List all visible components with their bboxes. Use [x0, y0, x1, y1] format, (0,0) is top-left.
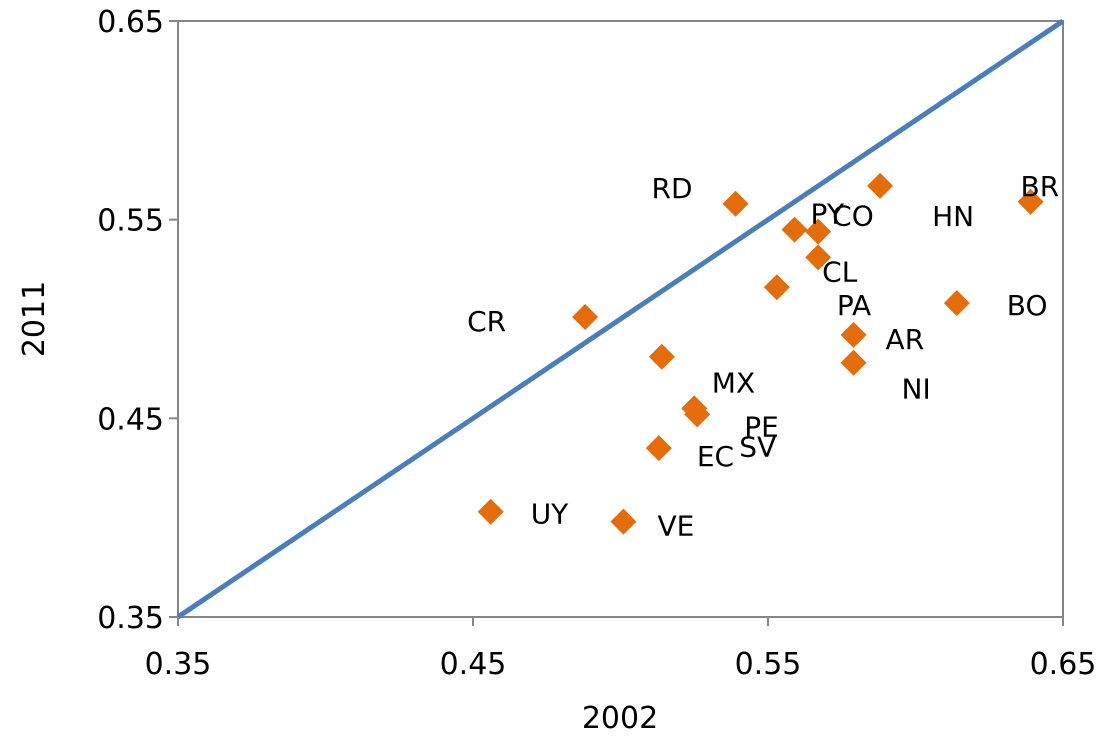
point-label-pa: PA	[837, 289, 871, 322]
x-tick-label-0: 0.35	[145, 647, 212, 682]
point-label-br: BR	[1021, 170, 1060, 203]
data-point-rd	[722, 190, 749, 217]
data-point-bo	[943, 290, 970, 317]
point-label-sv: SV	[739, 430, 776, 463]
data-point-hn	[867, 172, 894, 199]
point-label-ar: AR	[886, 323, 925, 356]
data-point-py	[781, 216, 808, 243]
x-tick-label-1: 0.45	[440, 647, 507, 682]
point-label-mx: MX	[712, 367, 755, 400]
point-label-hn: HN	[932, 200, 974, 233]
x-tick-label-2: 0.55	[735, 647, 802, 682]
x-tick-label-3: 0.65	[1030, 647, 1097, 682]
data-point-ar	[840, 321, 867, 348]
point-label-ni: NI	[902, 373, 931, 406]
x-axis-title: 2002	[582, 701, 658, 736]
point-label-bo: BO	[1007, 289, 1048, 322]
y-tick-label-2: 0.55	[97, 204, 164, 239]
point-label-ve: VE	[657, 510, 694, 543]
point-layer	[477, 172, 1044, 535]
y-tick-label-0: 0.35	[97, 601, 164, 636]
data-point-cr	[572, 304, 599, 331]
tick-layer: 0.35 0.45 0.55 0.65 0.35 0.45 0.55 0.65	[97, 5, 1096, 682]
point-label-uy: UY	[531, 498, 569, 531]
data-point-pa	[763, 274, 790, 301]
data-point-ec	[645, 435, 672, 462]
diagonal-reference-line	[176, 18, 1065, 620]
data-point-ve	[610, 508, 637, 535]
point-label-py: PY	[811, 198, 845, 231]
data-point-mx	[648, 343, 675, 370]
data-point-co	[805, 218, 832, 245]
point-label-rd: RD	[652, 172, 693, 205]
y-tick-label-3: 0.65	[97, 5, 164, 40]
point-label-pe: PE	[744, 410, 779, 443]
data-point-br	[1017, 188, 1044, 215]
data-point-uy	[477, 498, 504, 525]
point-label-cl: CL	[822, 255, 858, 288]
y-axis-title: 2011	[17, 281, 52, 357]
point-label-ec: EC	[697, 440, 734, 473]
point-label-co: CO	[832, 200, 874, 233]
data-point-ni	[840, 349, 867, 376]
data-point-cl	[805, 244, 832, 271]
y-tick-label-1: 0.45	[97, 402, 164, 437]
data-point-sv	[684, 401, 711, 428]
reference-line-layer	[176, 18, 1065, 620]
point-label-cr: CR	[467, 305, 506, 338]
